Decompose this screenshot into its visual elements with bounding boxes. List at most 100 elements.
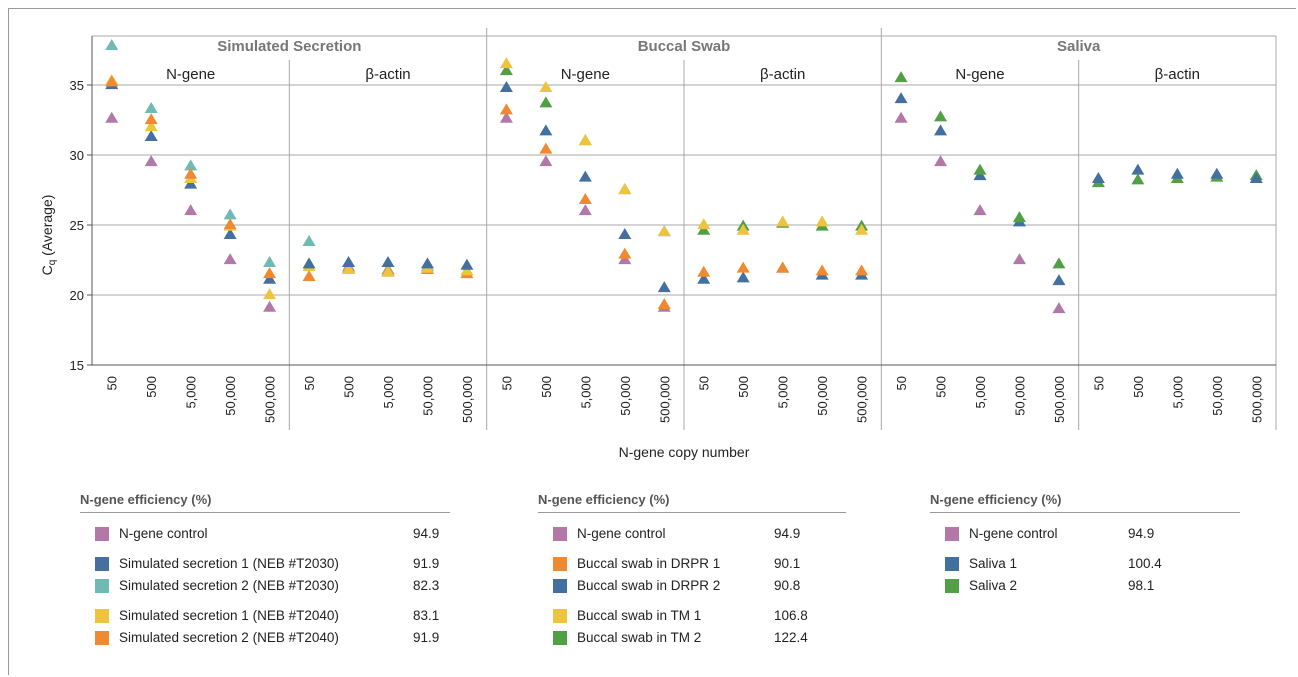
x-tick-label: 500 xyxy=(736,376,751,398)
legend-value: 94.9 xyxy=(774,526,801,541)
data-point xyxy=(342,255,356,267)
legend-entry: N-gene control 94.9 xyxy=(80,523,450,545)
panel-header: N-gene xyxy=(561,66,610,83)
x-tick-label: 500 xyxy=(144,376,159,398)
x-axis-label: N-gene copy number xyxy=(619,444,750,460)
legend-buccal-swab: N-gene efficiency (%) N-gene control 94.9… xyxy=(538,492,846,649)
data-point xyxy=(539,155,553,167)
data-point xyxy=(223,227,237,239)
x-tick-label: 50 xyxy=(302,376,317,390)
legend-label: N-gene control xyxy=(119,526,208,541)
data-point xyxy=(105,38,119,50)
legend-entry: Saliva 2 98.1 xyxy=(930,575,1240,597)
data-point xyxy=(381,255,395,267)
x-tick-label: 5,000 xyxy=(184,376,199,409)
legend-swatch xyxy=(945,527,959,541)
legend-label: Buccal swab in TM 1 xyxy=(577,608,702,623)
x-tick-label: 50,000 xyxy=(815,376,830,416)
panel-header: β-actin xyxy=(1155,66,1200,83)
legend-title: N-gene efficiency (%) xyxy=(930,492,1062,507)
legend-label: N-gene control xyxy=(969,526,1058,541)
data-point xyxy=(263,288,277,300)
figure-frame xyxy=(8,8,1296,675)
data-point xyxy=(263,267,277,279)
legend-entry: N-gene control 94.9 xyxy=(930,523,1240,545)
legend-entry: Saliva 1 100.4 xyxy=(930,553,1240,575)
panel-header: β-actin xyxy=(365,66,410,83)
legend-value: 98.1 xyxy=(1128,578,1155,593)
legend-entry: Simulated secretion 2 (NEB #T2040) 91.9 xyxy=(80,627,450,649)
legend-swatch xyxy=(553,631,567,645)
data-point xyxy=(618,247,632,259)
data-point xyxy=(1012,253,1026,265)
data-point xyxy=(578,170,592,182)
x-tick-label: 5,000 xyxy=(973,376,988,409)
panel-header: β-actin xyxy=(760,66,805,83)
legend-entry: Buccal swab in DRPR 1 90.1 xyxy=(538,553,846,575)
data-point xyxy=(776,215,790,227)
legend-swatch xyxy=(95,557,109,571)
data-point xyxy=(223,218,237,230)
legend-entries: N-gene control 94.9 Buccal swab in DRPR 1 9… xyxy=(538,523,846,649)
x-tick-label: 500,000 xyxy=(1052,376,1067,423)
data-point xyxy=(184,204,198,216)
y-axis-label: Cq (Average) xyxy=(39,195,58,276)
legend-value: 94.9 xyxy=(413,526,440,541)
data-point xyxy=(855,264,869,276)
data-point xyxy=(460,264,474,276)
data-point xyxy=(894,92,908,104)
x-tick-label: 500,000 xyxy=(657,376,672,423)
x-tick-label: 500,000 xyxy=(1249,376,1264,423)
legend-value: 106.8 xyxy=(774,608,808,623)
legend-swatch xyxy=(95,579,109,593)
legend-label: Buccal swab in DRPR 2 xyxy=(577,578,721,593)
data-point xyxy=(420,257,434,269)
data-point xyxy=(184,167,198,179)
legend-divider xyxy=(538,512,846,513)
data-point xyxy=(302,234,316,246)
data-point xyxy=(144,113,158,125)
data-point xyxy=(144,101,158,113)
legend-swatch xyxy=(95,631,109,645)
data-point xyxy=(499,57,513,69)
x-tick-label: 50 xyxy=(894,376,909,390)
legend-swatch xyxy=(945,557,959,571)
legend-entry: Buccal swab in TM 2 122.4 xyxy=(538,627,846,649)
x-tick-label: 5,000 xyxy=(578,376,593,409)
x-tick-label: 500,000 xyxy=(855,376,870,423)
data-point xyxy=(1012,211,1026,223)
legend-value: 83.1 xyxy=(413,608,440,623)
data-point xyxy=(578,204,592,216)
data-point xyxy=(1131,163,1145,175)
data-point xyxy=(1131,173,1145,185)
data-point xyxy=(263,272,277,284)
data-point xyxy=(697,265,711,277)
legend-divider xyxy=(80,512,450,513)
data-point xyxy=(697,218,711,230)
legend-entry: Buccal swab in DRPR 2 90.8 xyxy=(538,575,846,597)
legend-value: 90.1 xyxy=(774,556,801,571)
data-point xyxy=(1052,274,1066,286)
x-tick-label: 50,000 xyxy=(1012,376,1027,416)
x-tick-label: 5,000 xyxy=(1170,376,1185,409)
data-point xyxy=(815,264,829,276)
data-point xyxy=(460,258,474,270)
legend-swatch xyxy=(553,557,567,571)
legend-label: Simulated secretion 2 (NEB #T2040) xyxy=(119,630,339,645)
legend-saliva: N-gene efficiency (%) N-gene control 94.9… xyxy=(930,492,1240,597)
legend-title: N-gene efficiency (%) xyxy=(80,492,212,507)
data-point xyxy=(657,297,671,309)
x-tick-label: 50,000 xyxy=(223,376,238,416)
data-point xyxy=(302,269,316,281)
data-point xyxy=(894,111,908,123)
group-header: Saliva xyxy=(1057,38,1101,55)
data-point xyxy=(302,257,316,269)
data-point xyxy=(263,300,277,312)
x-tick-label: 50,000 xyxy=(420,376,435,416)
legend-value: 91.9 xyxy=(413,556,440,571)
data-point xyxy=(105,111,119,123)
legend-label: N-gene control xyxy=(577,526,666,541)
x-tick-label: 50,000 xyxy=(1210,376,1225,416)
data-point xyxy=(1210,167,1224,179)
data-point xyxy=(855,223,869,235)
